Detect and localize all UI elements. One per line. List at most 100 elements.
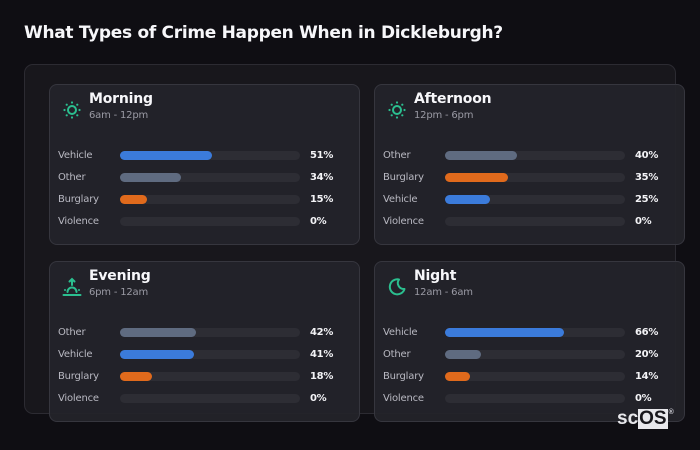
- bar-fill: [445, 151, 517, 160]
- category-label: Vehicle: [383, 327, 418, 338]
- category-label: Vehicle: [383, 194, 418, 205]
- bar-fill: [445, 328, 564, 337]
- bar-track: [445, 372, 625, 381]
- sunset-icon: [62, 277, 82, 297]
- percent-value: 0%: [635, 393, 652, 404]
- bar-row: Vehicle 25%: [383, 191, 684, 213]
- period-range: 6am - 12pm: [89, 110, 149, 121]
- percent-value: 20%: [635, 349, 659, 360]
- percent-value: 0%: [635, 216, 652, 227]
- bar-track: [120, 195, 300, 204]
- percent-value: 25%: [635, 194, 659, 205]
- card-afternoon: Afternoon 12pm - 6pm Other 40% Burglary 35% Ve…: [374, 84, 685, 245]
- bar-row: Other 34%: [58, 169, 359, 191]
- sun-icon: [387, 100, 407, 120]
- bar-row: Vehicle 66%: [383, 324, 684, 346]
- percent-value: 41%: [310, 349, 334, 360]
- percent-value: 14%: [635, 371, 659, 382]
- percent-value: 40%: [635, 150, 659, 161]
- card-evening: Evening 6pm - 12am Other 42% Vehicle 41% Burgl…: [49, 261, 360, 422]
- page-title: What Types of Crime Happen When in Dickl…: [24, 23, 503, 43]
- percent-value: 18%: [310, 371, 334, 382]
- bar-track: [445, 328, 625, 337]
- bar-fill: [120, 195, 147, 204]
- card-morning: Morning 6am - 12pm Vehicle 51% Other 34% Burgl…: [49, 84, 360, 245]
- category-label: Burglary: [383, 172, 424, 183]
- bar-track: [445, 394, 625, 403]
- bar-row: Burglary 15%: [58, 191, 359, 213]
- bar-row: Burglary 18%: [58, 368, 359, 390]
- card-night: Night 12am - 6am Vehicle 66% Other 20% Burglar…: [374, 261, 685, 422]
- bar-row: Other 20%: [383, 346, 684, 368]
- bar-track: [445, 350, 625, 359]
- period-title: Afternoon: [414, 91, 492, 107]
- period-title: Morning: [89, 91, 153, 107]
- bar-row: Violence 0%: [383, 390, 684, 412]
- period-range: 6pm - 12am: [89, 287, 149, 298]
- bar-row: Violence 0%: [383, 213, 684, 235]
- percent-value: 66%: [635, 327, 659, 338]
- category-label: Other: [383, 150, 411, 161]
- period-range: 12am - 6am: [414, 287, 473, 298]
- bar-row: Violence 0%: [58, 213, 359, 235]
- bar-fill: [445, 173, 508, 182]
- bar-list: Vehicle 66% Other 20% Burglary 14% Violence 0%: [383, 324, 684, 412]
- category-label: Violence: [58, 216, 99, 227]
- bar-fill: [445, 350, 481, 359]
- bar-fill: [120, 173, 182, 182]
- sun-icon: [62, 100, 82, 120]
- period-title: Evening: [89, 268, 151, 284]
- bar-track: [445, 151, 625, 160]
- bar-row: Burglary 35%: [383, 169, 684, 191]
- bar-track: [120, 151, 300, 160]
- bar-row: Vehicle 51%: [58, 147, 359, 169]
- category-label: Other: [58, 172, 86, 183]
- bar-track: [120, 394, 300, 403]
- bar-list: Vehicle 51% Other 34% Burglary 15% Violence 0%: [58, 147, 359, 235]
- bar-track: [445, 195, 625, 204]
- bar-fill: [120, 372, 153, 381]
- bar-fill: [445, 372, 471, 381]
- category-label: Vehicle: [58, 349, 93, 360]
- bar-fill: [445, 195, 490, 204]
- bar-row: Vehicle 41%: [58, 346, 359, 368]
- category-label: Violence: [58, 393, 99, 404]
- moon-icon: [387, 277, 407, 297]
- bar-list: Other 40% Burglary 35% Vehicle 25% Violence 0%: [383, 147, 684, 235]
- period-range: 12pm - 6pm: [414, 110, 474, 121]
- logo-sc: sc: [617, 408, 639, 429]
- bar-row: Burglary 14%: [383, 368, 684, 390]
- category-label: Other: [58, 327, 86, 338]
- percent-value: 15%: [310, 194, 334, 205]
- category-label: Violence: [383, 216, 424, 227]
- bar-track: [120, 217, 300, 226]
- period-title: Night: [414, 268, 457, 284]
- bar-track: [120, 350, 300, 359]
- percent-value: 42%: [310, 327, 334, 338]
- percent-value: 35%: [635, 172, 659, 183]
- bar-list: Other 42% Vehicle 41% Burglary 18% Violence 0%: [58, 324, 359, 412]
- category-label: Other: [383, 349, 411, 360]
- bar-track: [120, 173, 300, 182]
- bar-track: [445, 173, 625, 182]
- bar-track: [120, 372, 300, 381]
- percent-value: 51%: [310, 150, 334, 161]
- bar-fill: [120, 328, 196, 337]
- bar-row: Violence 0%: [58, 390, 359, 412]
- bar-fill: [120, 350, 194, 359]
- category-label: Burglary: [58, 371, 99, 382]
- bar-track: [120, 328, 300, 337]
- percent-value: 34%: [310, 172, 334, 183]
- category-label: Burglary: [58, 194, 99, 205]
- logo-os: OS: [638, 408, 668, 429]
- registered-mark: ®: [668, 409, 674, 416]
- bar-fill: [120, 151, 212, 160]
- bar-row: Other 40%: [383, 147, 684, 169]
- scos-logo: sc OS ®: [617, 409, 674, 429]
- bar-row: Other 42%: [58, 324, 359, 346]
- bar-track: [445, 217, 625, 226]
- category-label: Vehicle: [58, 150, 93, 161]
- percent-value: 0%: [310, 393, 327, 404]
- category-label: Violence: [383, 393, 424, 404]
- category-label: Burglary: [383, 371, 424, 382]
